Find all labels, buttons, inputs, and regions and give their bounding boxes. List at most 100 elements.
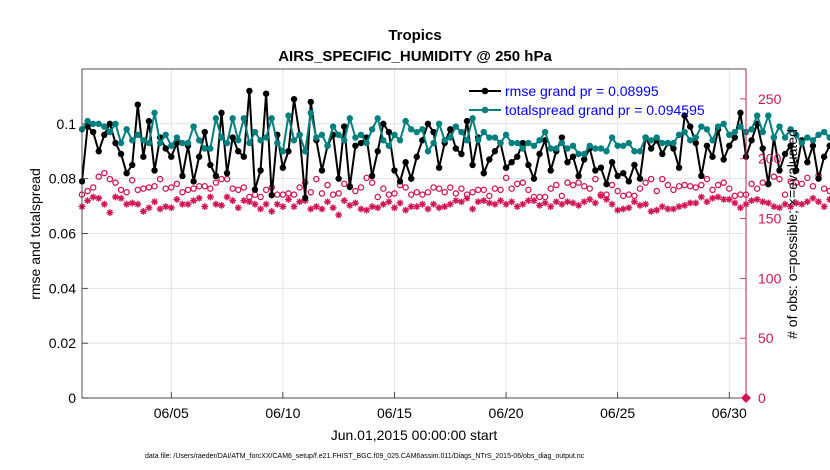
y-tick-label: 0.1 bbox=[57, 116, 77, 132]
obs-evaluated-point bbox=[139, 207, 147, 215]
obs-evaluated-point bbox=[100, 200, 108, 208]
totalspread-point bbox=[681, 128, 688, 136]
rmse-point bbox=[480, 169, 487, 177]
obs-evaluated-stroke bbox=[413, 203, 420, 210]
obs-evaluated-stroke bbox=[330, 204, 336, 211]
rmse-point bbox=[447, 126, 454, 133]
obs-evaluated-stroke bbox=[687, 200, 694, 206]
obs-evaluated-stroke bbox=[285, 196, 292, 203]
obs-evaluated-stroke bbox=[704, 198, 710, 205]
totalspread-point bbox=[765, 112, 772, 119]
totalspread-point bbox=[592, 145, 599, 152]
x-axis-label: Jun.01,2015 00:00:00 start bbox=[331, 427, 498, 443]
obs-possible-point bbox=[636, 185, 644, 192]
obs-evaluated-stroke bbox=[726, 196, 733, 203]
obs-evaluated-point bbox=[647, 207, 655, 215]
obs-possible-point bbox=[112, 179, 119, 186]
obs-evaluated-point bbox=[625, 204, 633, 212]
totalspread-point bbox=[352, 134, 359, 141]
obs-possible-point bbox=[262, 186, 270, 194]
totalspread-point bbox=[374, 115, 381, 122]
totalspread-point bbox=[703, 126, 711, 133]
obs-possible-point bbox=[748, 180, 755, 188]
obs-evaluated-stroke bbox=[609, 201, 615, 208]
obs-possible-point bbox=[659, 175, 666, 183]
totalspread-point bbox=[240, 115, 248, 122]
rmse-point bbox=[279, 164, 287, 171]
obs-evaluated-stroke bbox=[352, 200, 359, 206]
obs-possible-point bbox=[123, 188, 130, 196]
y2-tick-label: 200 bbox=[758, 151, 782, 167]
obs-evaluated-stroke bbox=[224, 194, 230, 200]
totalspread-point bbox=[212, 115, 220, 122]
obs-evaluated-point bbox=[798, 200, 806, 208]
obs-evaluated-stroke bbox=[464, 195, 470, 202]
totalspread-point bbox=[223, 139, 231, 147]
obs-evaluated-point bbox=[586, 196, 594, 203]
rmse-point bbox=[748, 137, 755, 144]
obs-evaluated-point bbox=[134, 200, 142, 208]
obs-evaluated-point bbox=[485, 199, 493, 207]
obs-evaluated-stroke bbox=[709, 195, 716, 202]
obs-possible-point bbox=[770, 173, 778, 180]
totalspread-point bbox=[235, 137, 242, 144]
obs-evaluated-stroke bbox=[162, 203, 169, 210]
rmse-point bbox=[703, 142, 711, 149]
totalspread-point bbox=[664, 139, 672, 147]
totalspread-point bbox=[787, 126, 794, 133]
totalspread-point bbox=[547, 145, 554, 152]
totalspread-point bbox=[720, 120, 727, 128]
totalspread-point bbox=[692, 134, 699, 141]
totalspread-point bbox=[776, 123, 783, 130]
obs-evaluated-point bbox=[603, 196, 610, 203]
obs-possible-point bbox=[575, 179, 582, 186]
totalspread-point bbox=[101, 123, 108, 130]
y2-zero-marker bbox=[741, 393, 751, 403]
rmse-point bbox=[547, 167, 554, 174]
totalspread-point bbox=[647, 137, 655, 144]
rmse-point bbox=[458, 150, 465, 158]
obs-evaluated-stroke bbox=[631, 198, 638, 205]
totalspread-point bbox=[195, 137, 203, 144]
totalspread-point bbox=[84, 117, 91, 125]
rmse-point bbox=[140, 153, 147, 160]
obs-possible-point bbox=[698, 181, 705, 189]
obs-evaluated-stroke bbox=[531, 197, 537, 204]
obs-evaluated-point bbox=[463, 194, 471, 202]
totalspread-point bbox=[201, 145, 208, 152]
obs-evaluated-point bbox=[329, 204, 337, 212]
obs-evaluated-point bbox=[703, 198, 711, 206]
rmse-point bbox=[168, 153, 175, 160]
rmse-point bbox=[285, 148, 292, 155]
y2-tick-label: 50 bbox=[758, 330, 774, 346]
totalspread-point bbox=[380, 137, 387, 144]
obs-evaluated-stroke bbox=[168, 204, 175, 211]
rmse-point bbox=[603, 180, 610, 188]
rmse-point bbox=[145, 117, 153, 125]
totalspread-point bbox=[519, 145, 527, 152]
obs-possible-point bbox=[168, 184, 175, 191]
obs-evaluated-stroke bbox=[129, 200, 136, 206]
obs-possible-point bbox=[435, 185, 443, 192]
obs-evaluated-point bbox=[446, 200, 454, 208]
obs-evaluated-stroke bbox=[118, 195, 124, 202]
totalspread-point bbox=[129, 137, 136, 144]
obs-evaluated-point bbox=[670, 205, 677, 213]
obs-possible-point bbox=[564, 179, 571, 186]
obs-evaluated-stroke bbox=[731, 200, 738, 206]
obs-evaluated-stroke bbox=[134, 201, 141, 208]
totalspread-point bbox=[491, 134, 499, 141]
totalspread-point bbox=[687, 137, 694, 144]
rmse-point bbox=[229, 134, 236, 141]
obs-evaluated-stroke bbox=[112, 194, 119, 200]
rmse-point bbox=[212, 172, 220, 180]
rmse-point bbox=[101, 131, 108, 138]
obs-evaluated-point bbox=[346, 201, 354, 209]
rmse-point bbox=[385, 128, 393, 136]
obs-evaluated-point bbox=[290, 203, 298, 210]
obs-evaluated-stroke bbox=[402, 207, 409, 214]
obs-evaluated-stroke bbox=[380, 201, 387, 208]
obs-possible-point bbox=[101, 169, 108, 177]
obs-possible-point bbox=[89, 184, 97, 191]
rmse-point bbox=[793, 167, 800, 174]
